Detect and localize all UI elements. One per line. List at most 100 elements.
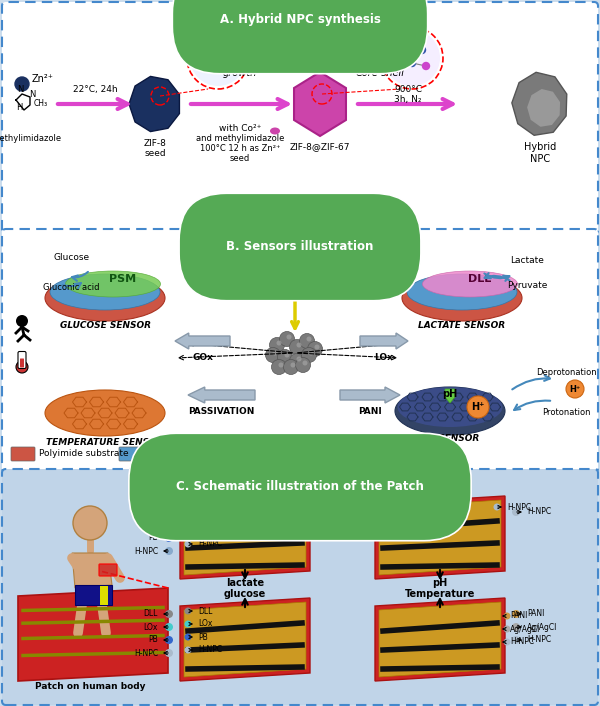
Text: GOx: GOx (192, 353, 213, 362)
FancyBboxPatch shape (99, 564, 117, 576)
Circle shape (296, 342, 302, 347)
Circle shape (221, 64, 227, 71)
Polygon shape (289, 285, 301, 295)
Circle shape (512, 508, 520, 516)
Circle shape (384, 30, 440, 86)
Circle shape (512, 623, 520, 631)
Circle shape (265, 347, 281, 362)
Polygon shape (445, 389, 455, 403)
Text: A. Hybrid NPC synthesis: A. Hybrid NPC synthesis (220, 13, 380, 27)
Polygon shape (129, 76, 179, 131)
Text: glucose: glucose (224, 589, 266, 599)
Text: Glucose: Glucose (53, 253, 89, 262)
Text: GOx: GOx (142, 520, 158, 530)
Text: PANI: PANI (255, 450, 275, 458)
Polygon shape (512, 72, 567, 136)
Circle shape (307, 337, 311, 342)
Circle shape (314, 345, 320, 349)
Text: H-NPC: H-NPC (198, 539, 222, 549)
Circle shape (165, 508, 173, 516)
Text: Seed-mediated
growth: Seed-mediated growth (203, 56, 277, 78)
Text: Passivation: Passivation (322, 450, 373, 458)
Text: 900°C: 900°C (394, 85, 422, 94)
Circle shape (299, 333, 314, 349)
Text: H: H (16, 103, 22, 112)
Text: PB: PB (148, 534, 158, 542)
FancyBboxPatch shape (232, 258, 358, 286)
Circle shape (277, 340, 281, 345)
Circle shape (409, 59, 415, 66)
Circle shape (308, 342, 323, 357)
Circle shape (296, 357, 311, 373)
Text: PB: PB (198, 633, 208, 642)
FancyArrow shape (360, 333, 408, 349)
Polygon shape (294, 72, 346, 136)
Circle shape (206, 44, 214, 52)
Text: CH₃: CH₃ (34, 99, 48, 108)
Text: 3h, N₂: 3h, N₂ (394, 95, 422, 104)
Text: 2-methylimidazole: 2-methylimidazole (0, 134, 61, 143)
Circle shape (419, 47, 425, 54)
Text: PB: PB (198, 527, 208, 535)
FancyBboxPatch shape (2, 2, 598, 234)
Ellipse shape (395, 387, 505, 435)
Text: PSM: PSM (142, 508, 158, 517)
FancyBboxPatch shape (11, 447, 35, 461)
Text: N: N (17, 85, 23, 94)
Polygon shape (184, 602, 306, 677)
Text: Patch on human body: Patch on human body (35, 682, 145, 691)
Polygon shape (100, 586, 108, 605)
Circle shape (185, 527, 191, 534)
Circle shape (165, 636, 173, 644)
FancyBboxPatch shape (119, 447, 143, 461)
Circle shape (503, 626, 511, 633)
Circle shape (16, 315, 28, 327)
Circle shape (190, 30, 246, 86)
Text: Ag/AgCl: Ag/AgCl (527, 623, 557, 631)
Polygon shape (375, 496, 505, 579)
Circle shape (290, 340, 305, 354)
Circle shape (395, 63, 401, 69)
Polygon shape (527, 89, 560, 127)
Text: Zn²⁺: Zn²⁺ (32, 74, 54, 84)
FancyArrow shape (340, 387, 400, 403)
Text: 22°C, 24h: 22°C, 24h (73, 85, 118, 94)
Text: ZIF-8@ZIF-67: ZIF-8@ZIF-67 (290, 142, 350, 151)
Ellipse shape (65, 271, 161, 297)
Ellipse shape (407, 274, 517, 310)
Circle shape (165, 534, 173, 542)
Circle shape (467, 396, 489, 418)
Circle shape (212, 54, 220, 61)
Text: DLL: DLL (198, 606, 212, 616)
Ellipse shape (45, 275, 165, 321)
Circle shape (280, 332, 295, 347)
Circle shape (165, 649, 173, 657)
Text: B. Sensors illustration: B. Sensors illustration (226, 241, 374, 253)
Text: LOx: LOx (198, 619, 212, 628)
Text: C. Schematic illustration of the Patch: C. Schematic illustration of the Patch (176, 481, 424, 493)
Circle shape (16, 361, 28, 373)
Text: TEMPERATURE SENSOR: TEMPERATURE SENSOR (46, 438, 164, 447)
Text: Prussian Blue: Prussian Blue (147, 450, 208, 458)
Text: LOx: LOx (374, 353, 394, 362)
Text: Deprotonation: Deprotonation (536, 368, 596, 377)
Text: H-NPC: H-NPC (527, 635, 551, 645)
Circle shape (165, 610, 173, 618)
Polygon shape (184, 500, 306, 575)
Circle shape (284, 359, 299, 374)
Text: PANI: PANI (510, 611, 527, 621)
Ellipse shape (45, 390, 165, 436)
FancyArrow shape (175, 333, 230, 349)
Circle shape (422, 63, 430, 69)
Circle shape (284, 352, 290, 357)
Polygon shape (379, 602, 501, 677)
Circle shape (224, 47, 232, 54)
Polygon shape (18, 588, 168, 681)
Text: seed: seed (230, 154, 250, 163)
Circle shape (200, 59, 208, 66)
Text: PSM: PSM (109, 274, 137, 284)
Text: DLL: DLL (469, 274, 491, 284)
FancyBboxPatch shape (294, 447, 318, 461)
Text: Protonation: Protonation (542, 408, 590, 417)
Text: Lactate: Lactate (510, 256, 544, 265)
